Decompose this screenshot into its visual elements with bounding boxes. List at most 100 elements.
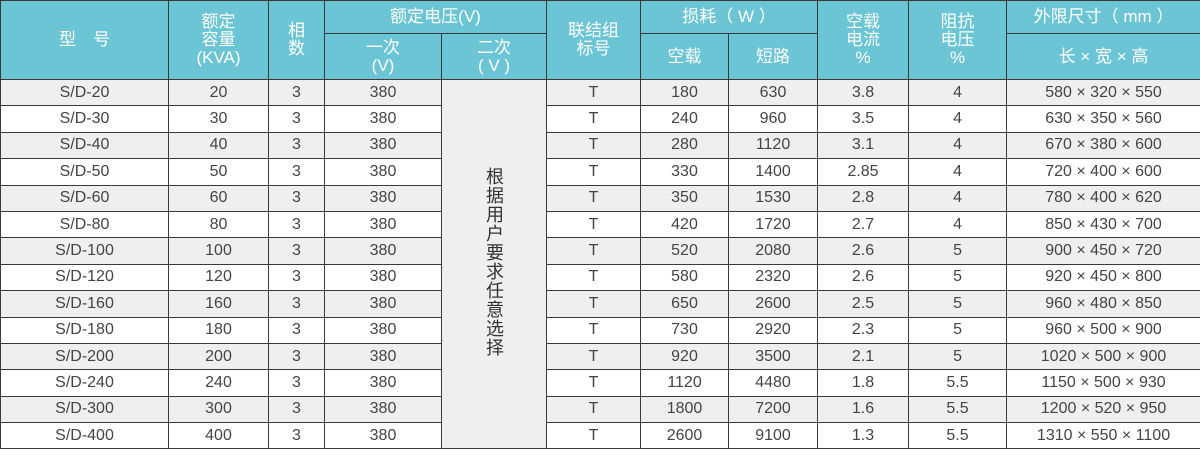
cell-dimensions: 1020 × 500 × 900 (1006, 342, 1200, 371)
header-loss-short: 短路 (728, 33, 819, 80)
cell-loss-short: 2080 (728, 237, 819, 265)
cell-phases: 3 (268, 131, 325, 160)
cell-primary: 380 (324, 105, 442, 133)
cell-capacity: 30 (168, 105, 269, 133)
cell-loss-short: 1120 (728, 131, 819, 160)
cell-noload-current: 2.1 (817, 342, 910, 371)
table-row: S/D-300 300 3 380 T 1800 7200 1.6 5.5 1200 × 520 … (0, 395, 1200, 424)
cell-loss-short: 2600 (728, 290, 819, 318)
cell-primary: 380 (324, 131, 442, 160)
cell-primary: 380 (324, 316, 442, 344)
cell-capacity: 20 (168, 78, 269, 107)
cell-impedance: 5 (908, 290, 1008, 318)
cell-phases: 3 (268, 369, 325, 397)
cell-phases: 3 (268, 342, 325, 371)
cell-loss-noload: 240 (640, 105, 730, 133)
cell-dimensions: 720 × 400 × 600 (1006, 158, 1200, 186)
cell-loss-short: 630 (728, 78, 819, 107)
cell-loss-short: 3500 (728, 342, 819, 371)
cell-capacity: 50 (168, 158, 269, 186)
cell-connection: T (546, 263, 642, 292)
cell-dimensions: 900 × 450 × 720 (1006, 237, 1200, 265)
header-loss-noload: 空载 (640, 33, 730, 80)
cell-phases: 3 (268, 395, 325, 424)
table-row: S/D-180 180 3 380 T 730 2920 2.3 5 960 × 500 × 90… (0, 316, 1200, 344)
cell-phases: 3 (268, 210, 325, 239)
cell-phases: 3 (268, 422, 325, 450)
cell-impedance: 5 (908, 316, 1008, 344)
table-row: S/D-50 50 3 380 T 330 1400 2.85 4 720 × 400 × 600 (0, 158, 1200, 186)
cell-primary: 380 (324, 210, 442, 239)
cell-impedance: 5 (908, 342, 1008, 371)
table-row: S/D-200 200 3 380 T 920 3500 2.1 5 1020 × 500 × 9… (0, 342, 1200, 371)
cell-noload-current: 3.5 (817, 105, 910, 133)
cell-dimensions: 670 × 380 × 600 (1006, 131, 1200, 160)
cell-primary: 380 (324, 237, 442, 265)
cell-primary: 380 (324, 422, 442, 450)
cell-connection: T (546, 184, 642, 212)
cell-noload-current: 2.8 (817, 184, 910, 212)
cell-impedance: 4 (908, 131, 1008, 160)
table-row: S/D-100 100 3 380 T 520 2080 2.6 5 900 × 450 × 72… (0, 237, 1200, 265)
cell-phases: 3 (268, 237, 325, 265)
cell-capacity: 100 (168, 237, 269, 265)
cell-capacity: 60 (168, 184, 269, 212)
cell-connection: T (546, 210, 642, 239)
cell-dimensions: 850 × 430 × 700 (1006, 210, 1200, 239)
cell-noload-current: 2.85 (817, 158, 910, 186)
cell-phases: 3 (268, 105, 325, 133)
cell-primary: 380 (324, 158, 442, 186)
cell-phases: 3 (268, 316, 325, 344)
cell-connection: T (546, 422, 642, 450)
cell-model: S/D-200 (0, 342, 169, 371)
cell-capacity: 120 (168, 263, 269, 292)
cell-loss-noload: 330 (640, 158, 730, 186)
header-phases: 相数 (268, 0, 325, 80)
cell-loss-short: 1530 (728, 184, 819, 212)
table-row: S/D-240 240 3 380 T 1120 4480 1.8 5.5 1150 × 500 … (0, 369, 1200, 397)
cell-dimensions: 960 × 480 × 850 (1006, 290, 1200, 318)
header-impedance: 阻抗 电压% (908, 0, 1008, 80)
cell-phases: 3 (268, 78, 325, 107)
cell-loss-short: 4480 (728, 369, 819, 397)
cell-secondary-merged: 根据用户要求任意选择 (440, 78, 548, 450)
cell-impedance: 5.5 (908, 369, 1008, 397)
cell-primary: 380 (324, 78, 442, 107)
table-row: S/D-400 400 3 380 T 2600 9100 1.3 5.5 1310 × 550 … (0, 422, 1200, 450)
cell-loss-noload: 1800 (640, 395, 730, 424)
cell-model: S/D-60 (0, 184, 169, 212)
cell-connection: T (546, 131, 642, 160)
cell-loss-noload: 420 (640, 210, 730, 239)
cell-noload-current: 2.7 (817, 210, 910, 239)
cell-primary: 380 (324, 290, 442, 318)
cell-phases: 3 (268, 290, 325, 318)
secondary-note: 根据用户要求任意选择 (484, 166, 504, 357)
header-dimensions: 外限尺寸（ mm ） (1006, 0, 1200, 34)
cell-impedance: 5.5 (908, 422, 1008, 450)
cell-dimensions: 780 × 400 × 620 (1006, 184, 1200, 212)
cell-primary: 380 (324, 184, 442, 212)
table-body: S/D-20 20 3 380 根据用户要求任意选择 T 180 630 3.8 4 580 × 3… (0, 78, 1200, 450)
cell-model: S/D-300 (0, 395, 169, 424)
table-header: 型 号 额定 容量 (KVA) 相数 额定电压(V) 联结组 标号 损耗（ W ） 空… (0, 0, 1200, 80)
cell-loss-short: 7200 (728, 395, 819, 424)
table-row: S/D-20 20 3 380 根据用户要求任意选择 T 180 630 3.8 4 580 × 3… (0, 78, 1200, 450)
cell-loss-noload: 2600 (640, 422, 730, 450)
cell-noload-current: 1.8 (817, 369, 910, 397)
cell-noload-current: 3.8 (817, 78, 910, 107)
header-rated-voltage: 额定电压(V) (323, 0, 548, 34)
cell-impedance: 5.5 (908, 395, 1008, 424)
cell-model: S/D-20 (0, 78, 169, 107)
cell-model: S/D-180 (0, 316, 169, 344)
table-row: S/D-60 60 3 380 T 350 1530 2.8 4 780 × 400 × 620 (0, 184, 1200, 212)
cell-loss-short: 9100 (728, 422, 819, 450)
cell-loss-noload: 730 (640, 316, 730, 344)
cell-loss-noload: 520 (640, 237, 730, 265)
cell-dimensions: 1310 × 550 × 1100 (1006, 422, 1200, 450)
cell-capacity: 400 (168, 422, 269, 450)
cell-primary: 380 (324, 395, 442, 424)
cell-model: S/D-400 (0, 422, 169, 450)
cell-loss-noload: 180 (640, 78, 730, 107)
cell-impedance: 5 (908, 237, 1008, 265)
cell-dimensions: 1150 × 500 × 930 (1006, 369, 1200, 397)
